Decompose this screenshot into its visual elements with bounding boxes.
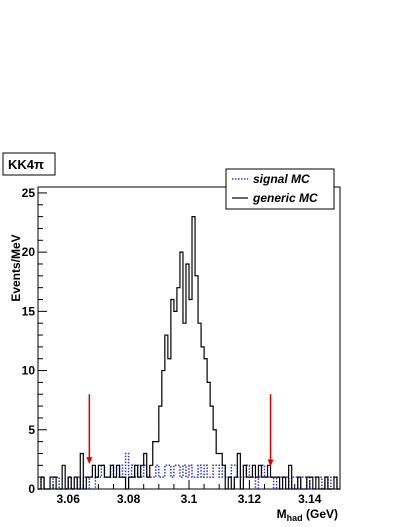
legend-generic-label: generic MC (252, 191, 318, 205)
y-tick-label: 25 (22, 186, 36, 200)
x-axis-title-main: M (277, 507, 287, 521)
y-tick-label: 5 (28, 423, 35, 437)
x-axis-title-sub: had (287, 513, 303, 523)
chart-title: KK4π (8, 157, 44, 172)
y-tick-label: 20 (22, 245, 36, 259)
x-tick-label: 3.1 (181, 492, 198, 506)
series-generic-mc-histogram (38, 216, 340, 490)
x-tick-label: 3.08 (117, 492, 141, 506)
plot-frame (37, 186, 341, 490)
y-tick-label: 15 (22, 304, 36, 318)
x-axis-title-unit: (GeV) (303, 507, 338, 521)
legend-signal-label: signal MC (253, 172, 310, 186)
axis-layer: 3.06 3.08 3.1 3.12 3.14 0 5 10 15 20 25 (22, 186, 341, 506)
y-tick-label: 10 (22, 364, 36, 378)
legend-frame (225, 168, 335, 210)
title-box: KK4π (2, 152, 56, 176)
title-box-frame (2, 152, 56, 176)
y-tick-label: 0 (28, 482, 35, 496)
selection-arrow-head (86, 457, 93, 465)
y-axis-title: Events/MeV (9, 234, 23, 301)
legend: signal MC generic MC (225, 168, 335, 210)
x-axis-title: Mhad (GeV) (277, 507, 338, 523)
selection-arrow-head (267, 459, 274, 467)
marker-layer (86, 394, 274, 467)
x-tick-label: 3.06 (57, 492, 81, 506)
x-tick-label: 3.14 (298, 492, 322, 506)
x-tick-label: 3.12 (238, 492, 262, 506)
histogram-layer (38, 216, 340, 490)
